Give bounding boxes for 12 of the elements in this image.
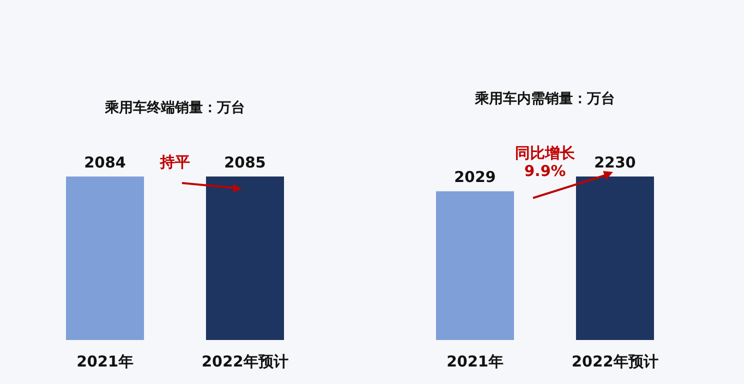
annotation: 同比增长 9.9%: [515, 144, 576, 180]
data-label: 2029: [454, 168, 496, 186]
chart-title: 乘用车终端销量：万台: [104, 99, 245, 116]
x-tick-label: 2022年预计: [572, 352, 658, 370]
data-label: 2084: [84, 154, 126, 172]
x-tick-label: 2021年: [446, 352, 504, 370]
data-label: 2230: [594, 153, 636, 172]
x-tick-label: 2022年预计: [202, 352, 288, 370]
text: 持平: [159, 153, 190, 171]
data-label: 2085: [224, 153, 266, 172]
x-tick-label: 2021年: [76, 352, 134, 370]
chart-title: 乘用车内需销量：万台: [474, 90, 615, 107]
